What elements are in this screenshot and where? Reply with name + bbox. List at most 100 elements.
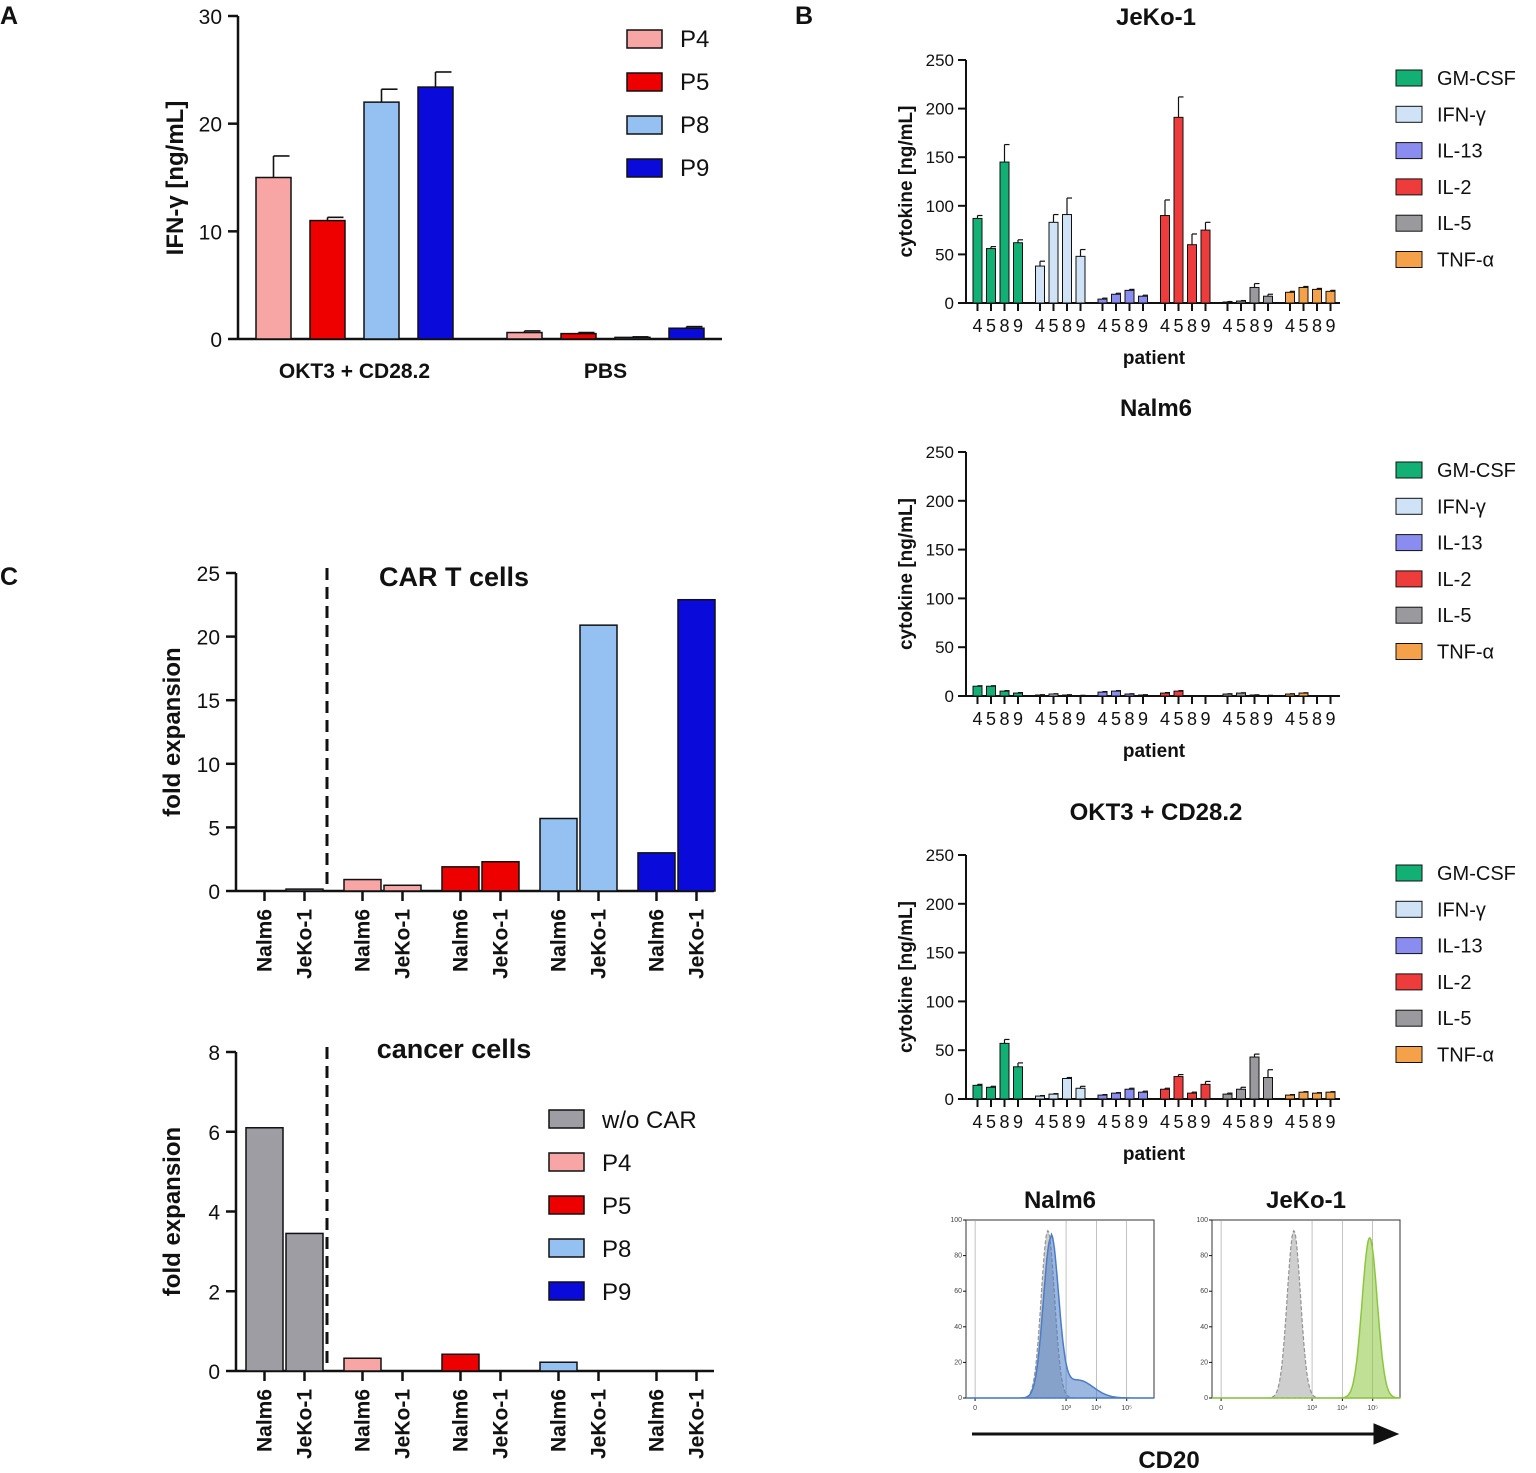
x-tick-label: 8 <box>1249 316 1259 336</box>
x-tick-label: JeKo-1 <box>588 909 611 979</box>
y-tick-label: 100 <box>926 589 954 608</box>
y-tick-label: 250 <box>926 443 954 462</box>
x-tick-label: 4 <box>1035 316 1045 336</box>
y-tick-label: 0 <box>945 1090 954 1109</box>
x-tick-label: 4 <box>1097 709 1107 729</box>
x-category-label: OKT3 + CD28.2 <box>279 360 430 383</box>
y-axis-label: cytokine [ng/mL] <box>896 901 917 1053</box>
x-tick-label: 5 <box>1048 709 1058 729</box>
bar-TNF-α <box>1285 1094 1295 1100</box>
y-tick-label: 0 <box>208 881 220 904</box>
x-tick-label: 9 <box>1075 1112 1085 1132</box>
bar-IL-2 <box>1160 215 1170 304</box>
bar-P5 <box>441 866 480 892</box>
legend-swatch-TNF-α <box>1395 643 1423 660</box>
bar-P4 <box>255 176 292 340</box>
cd20-axis-label: CD20 <box>1138 1447 1199 1473</box>
x-tick-label: 8 <box>1062 316 1072 336</box>
x-tick-label: Nalm6 <box>352 1389 375 1452</box>
panel-label-b: B <box>795 2 813 30</box>
panel-label-a: A <box>0 2 18 30</box>
legend-swatch-GM-CSF <box>1395 461 1423 479</box>
x-tick-label: 8 <box>1312 316 1322 336</box>
x-tick-label: 10⁵ <box>1121 1405 1132 1412</box>
x-tick-label: Nalm6 <box>548 909 571 972</box>
bar-P4 <box>343 878 382 892</box>
y-tick-label: 0 <box>210 329 222 352</box>
x-tick-label: Nalm6 <box>450 909 473 972</box>
x-tick-label: 9 <box>1263 1112 1273 1132</box>
legend-label: IL-2 <box>1437 972 1471 994</box>
x-tick-label: 9 <box>1138 709 1148 729</box>
x-tick-label: 5 <box>1236 1112 1246 1132</box>
x-tick-label: JeKo-1 <box>588 1389 611 1459</box>
x-tick-label: 5 <box>986 316 996 336</box>
x-tick-label: 8 <box>1312 1112 1322 1132</box>
x-tick-label: 9 <box>1200 709 1210 729</box>
bar-IL-13 <box>1111 690 1121 697</box>
bar-P5 <box>309 219 346 340</box>
y-tick-label: 100 <box>1196 1217 1208 1224</box>
x-tick-label: Nalm6 <box>450 1389 473 1452</box>
x-tick-label: 8 <box>1124 1112 1134 1132</box>
bar-GM-CSF <box>986 685 996 697</box>
x-tick-label: 5 <box>1173 709 1183 729</box>
x-tick-label: 5 <box>1173 316 1183 336</box>
bar-IL-13 <box>1138 1091 1148 1100</box>
bar-TNF-α <box>1312 288 1322 304</box>
bar-GM-CSF <box>986 248 996 304</box>
bar-P8 <box>539 817 578 892</box>
legend-label: P5 <box>602 1193 631 1220</box>
x-tick-label: JeKo-1 <box>490 1389 513 1459</box>
x-tick-label: 5 <box>986 709 996 729</box>
y-tick-label: 20 <box>954 1359 962 1366</box>
legend-label: P8 <box>680 112 709 139</box>
bar-IL-5 <box>1249 286 1260 304</box>
legend-swatch-P4 <box>626 29 663 49</box>
bar-TNF-α <box>1312 1092 1322 1100</box>
y-tick-label: 100 <box>950 1217 962 1224</box>
y-tick-label: 60 <box>954 1288 962 1295</box>
bar-IL-5 <box>1263 1077 1273 1100</box>
bar-IL-5 <box>1236 1088 1246 1100</box>
x-axis-label: patient <box>1123 741 1186 762</box>
legend-label: IL-5 <box>1437 213 1471 235</box>
bar-P8 <box>539 1361 578 1372</box>
bar-IL-5 <box>1249 1056 1260 1100</box>
legend-label: IL-13 <box>1437 533 1483 555</box>
bar-P4 <box>383 884 422 892</box>
bar-P9 <box>417 86 454 340</box>
bar-IL-13 <box>1124 289 1135 304</box>
x-tick-label: 8 <box>1187 1112 1197 1132</box>
x-tick-label: 4 <box>1035 709 1045 729</box>
bar-P4 <box>343 1357 382 1372</box>
y-tick-label: 25 <box>197 563 220 586</box>
bar-IL-13 <box>1138 295 1148 304</box>
x-tick-label: 9 <box>1263 316 1273 336</box>
x-tick-label: 8 <box>1187 316 1197 336</box>
histogram-cd20 <box>966 1232 1154 1399</box>
legend-swatch-P5 <box>548 1195 585 1215</box>
x-tick-label: 10⁵ <box>1367 1405 1378 1412</box>
x-tick-label: 5 <box>1048 1112 1058 1132</box>
x-tick-label: 4 <box>1035 1112 1045 1132</box>
x-tick-label: JeKo-1 <box>686 1389 709 1459</box>
x-tick-label: 8 <box>999 316 1009 336</box>
x-tick-label: 9 <box>1013 709 1023 729</box>
legend-label: IFN-γ <box>1437 899 1486 921</box>
chart-title: OKT3 + CD28.2 <box>1070 799 1243 826</box>
legend-swatch-P9 <box>626 158 663 178</box>
x-tick-label: 5 <box>1298 1112 1308 1132</box>
y-axis-label: cytokine [ng/mL] <box>896 105 917 257</box>
x-tick-label: 9 <box>1200 1112 1210 1132</box>
x-category-label: PBS <box>584 360 627 383</box>
legend-label: GM-CSF <box>1437 460 1516 482</box>
bar-IL-13 <box>1097 1094 1108 1100</box>
y-tick-label: 40 <box>954 1324 962 1331</box>
x-tick-label: 9 <box>1013 316 1023 336</box>
bar-w/o CAR <box>285 1232 324 1372</box>
bar-IL-2 <box>1173 690 1184 697</box>
legend-swatch-IL-5 <box>1395 1009 1423 1027</box>
y-tick-label: 200 <box>926 100 954 119</box>
legend-swatch-IFN-γ <box>1395 105 1423 123</box>
